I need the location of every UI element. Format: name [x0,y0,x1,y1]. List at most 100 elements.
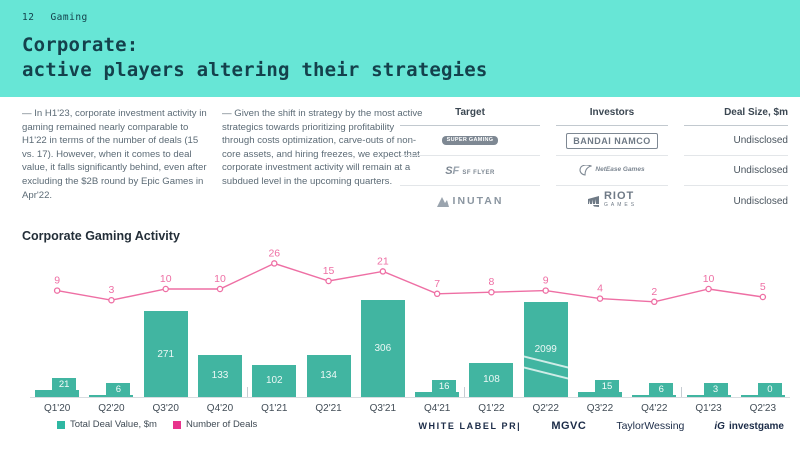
year-separator-tick [681,387,683,397]
x-axis-label: Q4'20 [206,403,234,414]
bar-Q1'20: 21 [35,378,80,397]
x-axis-label: Q3'20 [152,403,179,414]
line-value-label: 26 [268,248,280,259]
legend-swatch-teal [57,420,65,429]
bar-Q3'22: 15 [578,380,622,397]
line-value-label: 2 [651,286,657,298]
line-point-marker [488,288,495,296]
line-point-marker [379,268,387,275]
chart-legend: Total Deal Value, $m Number of Deals [57,419,257,430]
year-separator-tick [247,387,249,397]
line-value-label: 5 [760,281,766,293]
x-axis-label: Q4'22 [641,403,668,414]
corporate-gaming-activity-chart: 21 Q1'20 6 Q2'20 271 Q3'20 133 Q4'20 102 Q1'21 134… [30,248,790,416]
bar-Q3'20: 271 [143,311,188,397]
bar-value-label: 306 [374,343,392,354]
slide-title: Corporate: active players altering their… [22,33,800,83]
line-point-marker [162,285,169,293]
investgame-ig-icon: iG [714,421,725,432]
table-row: NetEase Games [556,156,668,186]
slide-title-line2: active players altering their strategies [22,59,488,81]
table-row: INUTAN [400,186,540,216]
footer-logos: WHITE LABEL PR| MGVC TaylorWessing iG inv… [418,420,784,432]
legend-swatch-pink [172,420,181,429]
line-point-marker [759,293,767,301]
inutan-logo: INUTAN [436,195,504,207]
table-row: SUPER GAMING [400,126,540,156]
line-value-label: 15 [323,265,335,277]
white-label-pr-logo: WHITE LABEL PR| [418,421,522,431]
superflyer-logo: SF SF FLYER [445,164,495,177]
line-point-marker [216,285,224,293]
deals-col-investors: Investors [556,107,668,126]
line-value-label: 21 [377,255,389,267]
bar-Q4'22: 6 [632,382,677,397]
commentary-paragraph-2: — Given the shift in strategy by the mos… [222,108,423,187]
line-value-label: 10 [160,273,172,285]
bar-Q1'22: 108 [469,362,514,397]
bar-Q2'21: 134 [306,354,351,397]
line-point-marker [108,296,115,304]
bar-Q2'23: 0 [740,382,785,397]
x-axis-label: Q1'20 [43,403,71,414]
bar-value-tab: 6 [649,382,674,396]
page-meta: 12 Gaming [22,12,800,23]
x-axis-label: Q2'23 [749,403,777,414]
commentary-paragraph-1: — In H1'23, corporate investment activit… [22,108,207,201]
table-row: RIOT GAMES [556,186,668,216]
deal-size-value: Undisclosed [684,156,788,186]
bar-value-label: 108 [483,374,500,386]
line-point-marker [53,287,61,294]
deals-col-target: Target [400,107,540,126]
netease-games-logo: NetEase Games [579,165,645,176]
super-gaming-logo: SUPER GAMING [441,135,499,146]
x-axis-label: Q2'22 [532,403,559,414]
bar-value-label: 102 [265,375,283,387]
bar-Q3'21: 306 [360,300,405,397]
line-value-label: 10 [214,273,226,285]
investgame-logo: iG investgame [714,421,784,432]
bar-Q4'20: 133 [198,354,242,397]
x-axis-label: Q1'23 [695,403,722,414]
netease-wing-icon [579,165,593,176]
line-point-marker [651,298,658,306]
axis-break-mark [523,365,568,382]
legend-item-number-of-deals: Number of Deals [172,419,257,430]
line-value-label: 9 [54,275,60,287]
chart-title: Corporate Gaming Activity [22,229,180,243]
bar-value-tab: 3 [703,382,728,396]
bar-Q4'21: 16 [415,379,460,397]
mgvc-logo: MGVC [551,420,587,432]
bar-value-label: 134 [320,370,337,382]
line-point-marker [325,277,332,285]
legend-item-deal-value: Total Deal Value, $m [57,419,157,430]
line-value-label: 7 [434,278,440,290]
bar-value-tab: 15 [595,380,619,394]
line-point-marker [271,260,278,267]
line-point-marker [433,290,441,298]
line-value-label: 4 [597,283,603,295]
deals-table: Target Investors Deal Size, $m SUPER GAM… [400,107,788,216]
bar-value-label: 2099 [534,344,557,355]
year-separator-tick [464,387,466,397]
bar-value-tab: 21 [52,378,77,392]
deal-size-value: Undisclosed [684,126,788,156]
bar-value-tab: 16 [432,379,457,393]
bar-Q2'22: 2099 [523,302,568,397]
header-band: 12 Gaming Corporate: active players alter… [0,0,800,97]
x-axis-line [30,397,790,398]
bar-value-label: 133 [211,370,229,382]
bar-value-label: 271 [157,348,175,360]
line-value-label: 8 [489,276,495,288]
table-row: SF SF FLYER [400,156,540,186]
x-axis-label: Q4'21 [423,403,451,414]
x-axis-label: Q1'21 [261,403,288,414]
x-axis-label: Q1'22 [478,403,505,414]
riot-fist-icon [587,195,599,207]
deals-col-dealsize: Deal Size, $m [684,107,788,126]
x-axis-label: Q2'20 [98,403,125,414]
bar-value-tab: 6 [106,382,131,396]
line-value-label: 3 [109,284,115,296]
bar-Q1'23: 3 [686,382,731,397]
